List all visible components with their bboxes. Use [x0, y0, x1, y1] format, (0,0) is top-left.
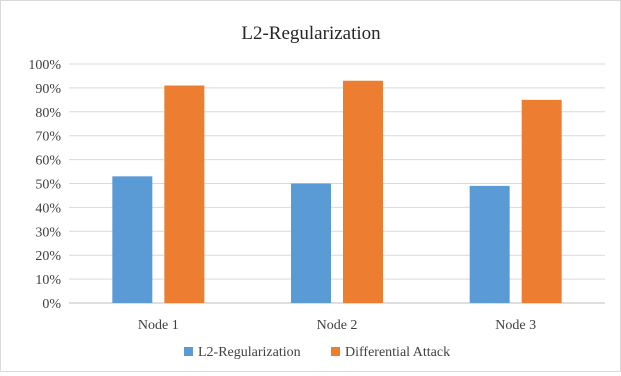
y-tick-label: 20% — [35, 249, 61, 264]
y-tick-label: 60% — [35, 154, 61, 169]
x-category-label: Node 3 — [495, 318, 536, 333]
legend-swatch — [184, 347, 193, 356]
bar-differential-attack — [343, 80, 383, 303]
y-tick-label: 90% — [35, 82, 61, 97]
y-tick-label: 50% — [35, 178, 61, 193]
legend-label: Differential Attack — [345, 345, 450, 360]
y-axis-tick-labels: 0% 10% 20% 30% 40% 50% 60% 70% 80% 90% 100% — [28, 58, 61, 312]
bars — [112, 80, 562, 303]
bar-l2-regularization — [112, 176, 153, 303]
legend-label: L2-Regularization — [198, 345, 301, 360]
bar-l2-regularization — [469, 185, 510, 303]
x-axis-category-labels: Node 1 Node 2 Node 3 — [138, 318, 536, 333]
y-tick-label: 0% — [42, 297, 61, 312]
bar-differential-attack — [164, 85, 205, 303]
bar-differential-attack — [521, 99, 562, 303]
y-tick-label: 10% — [35, 273, 61, 288]
gridlines — [69, 63, 605, 304]
legend: L2-Regularization Differential Attack — [184, 345, 450, 360]
x-category-label: Node 2 — [317, 318, 358, 333]
y-tick-label: 100% — [28, 58, 61, 73]
y-tick-label: 40% — [35, 201, 61, 216]
y-tick-label: 80% — [35, 106, 61, 121]
chart-title: L2-Regularization — [241, 23, 381, 44]
legend-swatch — [331, 347, 340, 356]
bar-l2-regularization — [291, 183, 331, 303]
x-category-label: Node 1 — [138, 318, 179, 333]
y-tick-label: 70% — [35, 130, 61, 145]
y-tick-label: 30% — [35, 225, 61, 240]
